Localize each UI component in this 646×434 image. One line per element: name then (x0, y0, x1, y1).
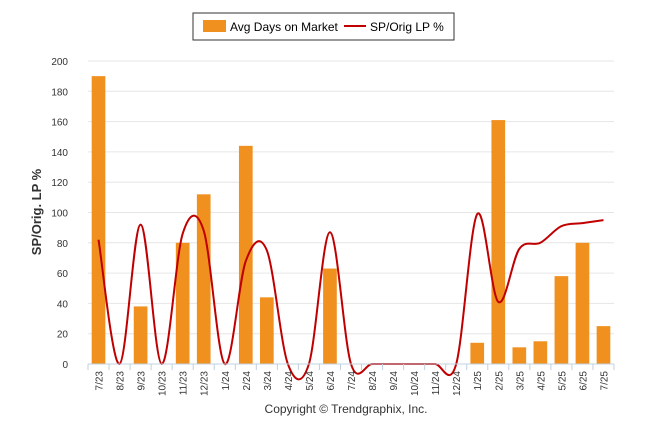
y-tick-label: 160 (51, 118, 68, 129)
bar (596, 326, 611, 364)
x-tick-label: 4/25 (536, 371, 547, 391)
x-tick-label: 8/23 (116, 371, 127, 391)
y-tick-label: 60 (57, 269, 69, 280)
x-axis: 7/23 8/23 9/23 10/23 11/23 12/23 1/24 2/24 3/24 4… (87, 363, 615, 396)
bar (575, 242, 590, 364)
y-tick-label: 20 (57, 330, 69, 341)
x-tick-label: 12/23 (200, 371, 211, 396)
x-tick-label: 5/24 (305, 371, 316, 391)
x-tick-label: 6/24 (326, 371, 337, 391)
x-tick-label: 8/24 (368, 371, 379, 391)
x-tick-label: 2/24 (242, 371, 253, 391)
bar (196, 194, 211, 364)
x-tick-label: 11/24 (431, 371, 442, 396)
bar (554, 276, 569, 364)
bar (133, 306, 148, 364)
bar-series (91, 76, 611, 365)
gridlines (88, 60, 614, 335)
y-axis-label: SP/Orig. LP % (29, 168, 44, 255)
x-tick-label: 2/25 (494, 371, 505, 391)
y-tick-label: 80 (57, 239, 69, 250)
bar (491, 120, 506, 365)
bar (260, 297, 274, 364)
x-tick-label: 1/25 (473, 371, 484, 391)
x-tick-label: 10/24 (410, 371, 421, 396)
x-tick-label: 7/23 (95, 371, 106, 391)
x-tick-label: 12/24 (452, 371, 463, 396)
y-tick-label: 100 (51, 209, 68, 220)
x-tick-label: 10/23 (158, 371, 169, 396)
x-tick-label: 7/25 (599, 371, 610, 391)
legend-swatch-bar (203, 20, 226, 32)
bar (91, 76, 106, 365)
x-tick-label: 6/25 (578, 371, 589, 391)
y-axis-ticks: 0 20 40 60 80 100 120 140 160 180 200 (51, 57, 68, 371)
copyright-text: Copyright © Trendgraphix, Inc. (265, 402, 428, 416)
bar (323, 268, 337, 364)
x-tick-label: 7/24 (347, 371, 358, 391)
x-tick-label: 9/23 (137, 371, 148, 391)
bar (175, 242, 190, 364)
bar (238, 145, 253, 364)
x-tick-label: 5/25 (557, 371, 568, 391)
x-tick-label: 11/23 (179, 371, 190, 396)
x-tick-label: 3/25 (515, 371, 526, 391)
y-tick-label: 180 (51, 87, 68, 98)
line-series (97, 212, 604, 381)
bar (512, 347, 527, 364)
y-tick-label: 120 (51, 178, 68, 189)
x-tick-label: 9/24 (389, 371, 400, 391)
y-tick-label: 140 (51, 148, 68, 159)
y-tick-label: 200 (51, 57, 68, 68)
y-tick-label: 0 (62, 360, 68, 371)
legend-box (192, 12, 455, 41)
legend-label-sp-orig-lp: SP/Orig LP % (370, 20, 444, 34)
x-tick-label: 3/24 (263, 371, 274, 391)
legend-label-days-on-market: Avg Days on Market (230, 20, 338, 34)
x-tick-label: 1/24 (221, 371, 232, 391)
bar (470, 342, 485, 364)
legend: Avg Days on Market SP/Orig LP % (192, 12, 455, 41)
x-tick-label: 4/24 (284, 371, 295, 391)
series-line (97, 212, 604, 381)
y-tick-label: 40 (57, 299, 69, 310)
bar (533, 341, 548, 364)
